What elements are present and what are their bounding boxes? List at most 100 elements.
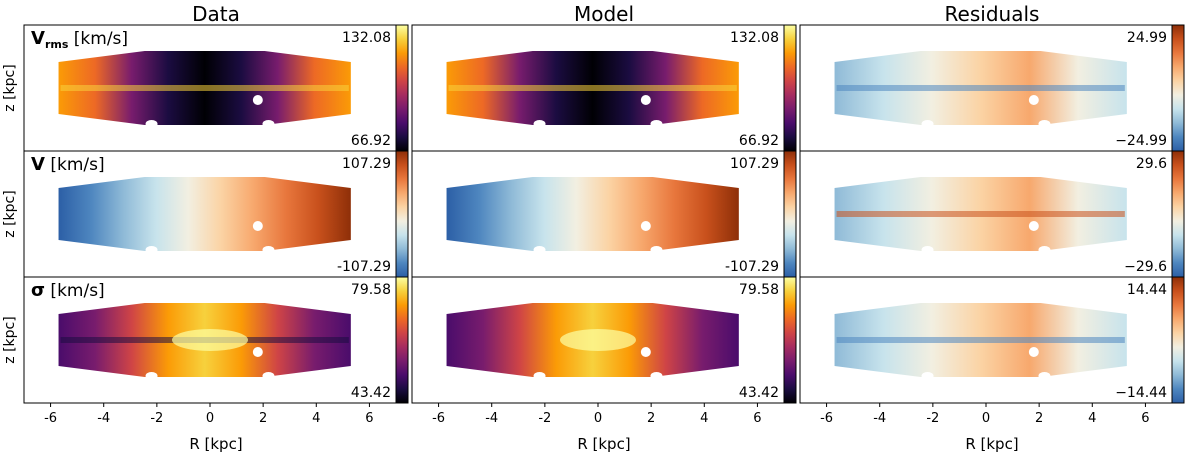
- cbar-min-v-residuals: −29.6: [1124, 259, 1167, 275]
- midplane-band-v-residuals: [836, 211, 1125, 217]
- cbar-min-vrms-model: 66.92: [739, 133, 779, 149]
- masked-edge-right-v-residuals: [1038, 246, 1051, 254]
- colorbar-vrms-model: [783, 24, 797, 152]
- colorbar-v-residuals: [1171, 150, 1185, 278]
- xtick-label-model-5: 4: [700, 411, 708, 426]
- midplane-band-sigma-residuals: [836, 337, 1125, 343]
- row-label-unit-v: [km/s]: [45, 155, 105, 175]
- masked-edge-right-vrms-data: [262, 120, 275, 128]
- masked-star-sigma-data: [252, 347, 263, 357]
- cbar-max-sigma-residuals: 14.44: [1127, 282, 1167, 298]
- ylabel-row-3: z [kpc]: [2, 316, 18, 363]
- masked-star-vrms-data: [252, 95, 263, 105]
- masked-edge-left-v-residuals: [921, 246, 934, 254]
- colorbar-v-model: [783, 150, 797, 278]
- xtick-label-data-2: -2: [150, 411, 163, 426]
- ylabel-row-2: z [kpc]: [2, 190, 18, 237]
- masked-edge-right-vrms-residuals: [1038, 120, 1051, 128]
- cbar-max-sigma-model: 79.58: [739, 282, 779, 298]
- midplane-band-vrms-model: [448, 85, 737, 91]
- row-label-sigma: σ [km/s]: [31, 280, 105, 301]
- row-label-main-sigma: σ: [31, 280, 45, 301]
- column-title-data: Data: [192, 2, 240, 26]
- midplane-band-vrms-residuals: [836, 85, 1125, 91]
- xlabel-model: R [kpc]: [577, 435, 630, 453]
- masked-edge-right-sigma-model: [650, 372, 663, 380]
- cbar-min-sigma-data: 43.42: [351, 385, 391, 401]
- xlabel-data: R [kpc]: [189, 435, 242, 453]
- masked-star-vrms-model: [640, 95, 651, 105]
- masked-edge-left-sigma-data: [145, 372, 158, 380]
- xtick-label-residuals-0: -6: [820, 411, 833, 426]
- xtick-label-model-3: 0: [594, 411, 602, 426]
- xtick-label-model-0: -6: [432, 411, 445, 426]
- masked-edge-left-sigma-model: [533, 372, 546, 380]
- row-label-main-v: V: [31, 154, 45, 175]
- row-label-sub-vrms: rms: [45, 38, 69, 51]
- column-title-model: Model: [574, 2, 634, 26]
- colorbar-v-data: [395, 150, 409, 278]
- xtick-label-residuals-6: 6: [1141, 411, 1149, 426]
- masked-edge-right-sigma-data: [262, 372, 275, 380]
- masked-star-sigma-residuals: [1028, 347, 1039, 357]
- xtick-label-data-4: 2: [259, 411, 267, 426]
- map-v-model: [446, 177, 739, 251]
- map-v-data: [58, 177, 351, 251]
- colorbar-sigma-data: [395, 276, 409, 404]
- masked-edge-right-vrms-model: [650, 120, 663, 128]
- xtick-label-residuals-4: 2: [1035, 411, 1043, 426]
- central-core-data: [172, 329, 248, 351]
- cbar-min-sigma-residuals: −14.44: [1115, 385, 1167, 401]
- row-label-unit-sigma: [km/s]: [45, 281, 105, 301]
- colorbar-sigma-residuals: [1171, 276, 1185, 404]
- masked-star-v-residuals: [1028, 221, 1039, 231]
- cbar-min-v-model: -107.29: [725, 259, 779, 275]
- column-title-residuals: Residuals: [945, 2, 1040, 26]
- colorbar-vrms-data: [395, 24, 409, 152]
- masked-edge-right-v-model: [650, 246, 663, 254]
- masked-edge-left-vrms-residuals: [921, 120, 934, 128]
- ylabel-row-1: z [kpc]: [2, 64, 18, 111]
- xtick-label-residuals-5: 4: [1088, 411, 1096, 426]
- masked-star-sigma-model: [640, 347, 651, 357]
- masked-edge-left-v-model: [533, 246, 546, 254]
- xlabel-residuals: R [kpc]: [965, 435, 1018, 453]
- masked-edge-left-v-data: [145, 246, 158, 254]
- xtick-label-residuals-3: 0: [982, 411, 990, 426]
- masked-edge-right-sigma-residuals: [1038, 372, 1051, 380]
- colorbar-vrms-residuals: [1171, 24, 1185, 152]
- cbar-max-vrms-model: 132.08: [730, 30, 779, 46]
- xtick-label-data-0: -6: [44, 411, 57, 426]
- row-label-unit-vrms: [km/s]: [68, 29, 128, 49]
- masked-star-vrms-residuals: [1028, 95, 1039, 105]
- xtick-label-model-2: -2: [538, 411, 551, 426]
- masked-star-v-model: [640, 221, 651, 231]
- cbar-max-v-model: 107.29: [730, 156, 779, 172]
- xtick-label-model-1: -4: [485, 411, 498, 426]
- masked-edge-left-sigma-residuals: [921, 372, 934, 380]
- midplane-band-vrms-data: [60, 85, 349, 91]
- cbar-min-v-data: -107.29: [337, 259, 391, 275]
- cbar-min-vrms-data: 66.92: [351, 133, 391, 149]
- cbar-min-sigma-model: 43.42: [739, 385, 779, 401]
- masked-edge-left-vrms-model: [533, 120, 546, 128]
- cbar-max-sigma-data: 79.58: [351, 282, 391, 298]
- masked-edge-right-v-data: [262, 246, 275, 254]
- xtick-label-residuals-2: -2: [926, 411, 939, 426]
- colorbar-sigma-model: [783, 276, 797, 404]
- masked-star-v-data: [252, 221, 263, 231]
- row-label-vrms: Vrms [km/s]: [31, 28, 128, 51]
- cbar-max-vrms-residuals: 24.99: [1127, 30, 1167, 46]
- cbar-max-v-data: 107.29: [342, 156, 391, 172]
- xtick-label-model-4: 2: [647, 411, 655, 426]
- masked-edge-left-vrms-data: [145, 120, 158, 128]
- xtick-label-data-1: -4: [97, 411, 110, 426]
- cbar-max-v-residuals: 29.6: [1136, 156, 1167, 172]
- row-label-main-vrms: V: [31, 28, 45, 49]
- row-label-v: V [km/s]: [31, 154, 105, 175]
- xtick-label-data-5: 4: [312, 411, 320, 426]
- cbar-max-vrms-data: 132.08: [342, 30, 391, 46]
- xtick-label-data-3: 0: [206, 411, 214, 426]
- xtick-label-model-6: 6: [753, 411, 761, 426]
